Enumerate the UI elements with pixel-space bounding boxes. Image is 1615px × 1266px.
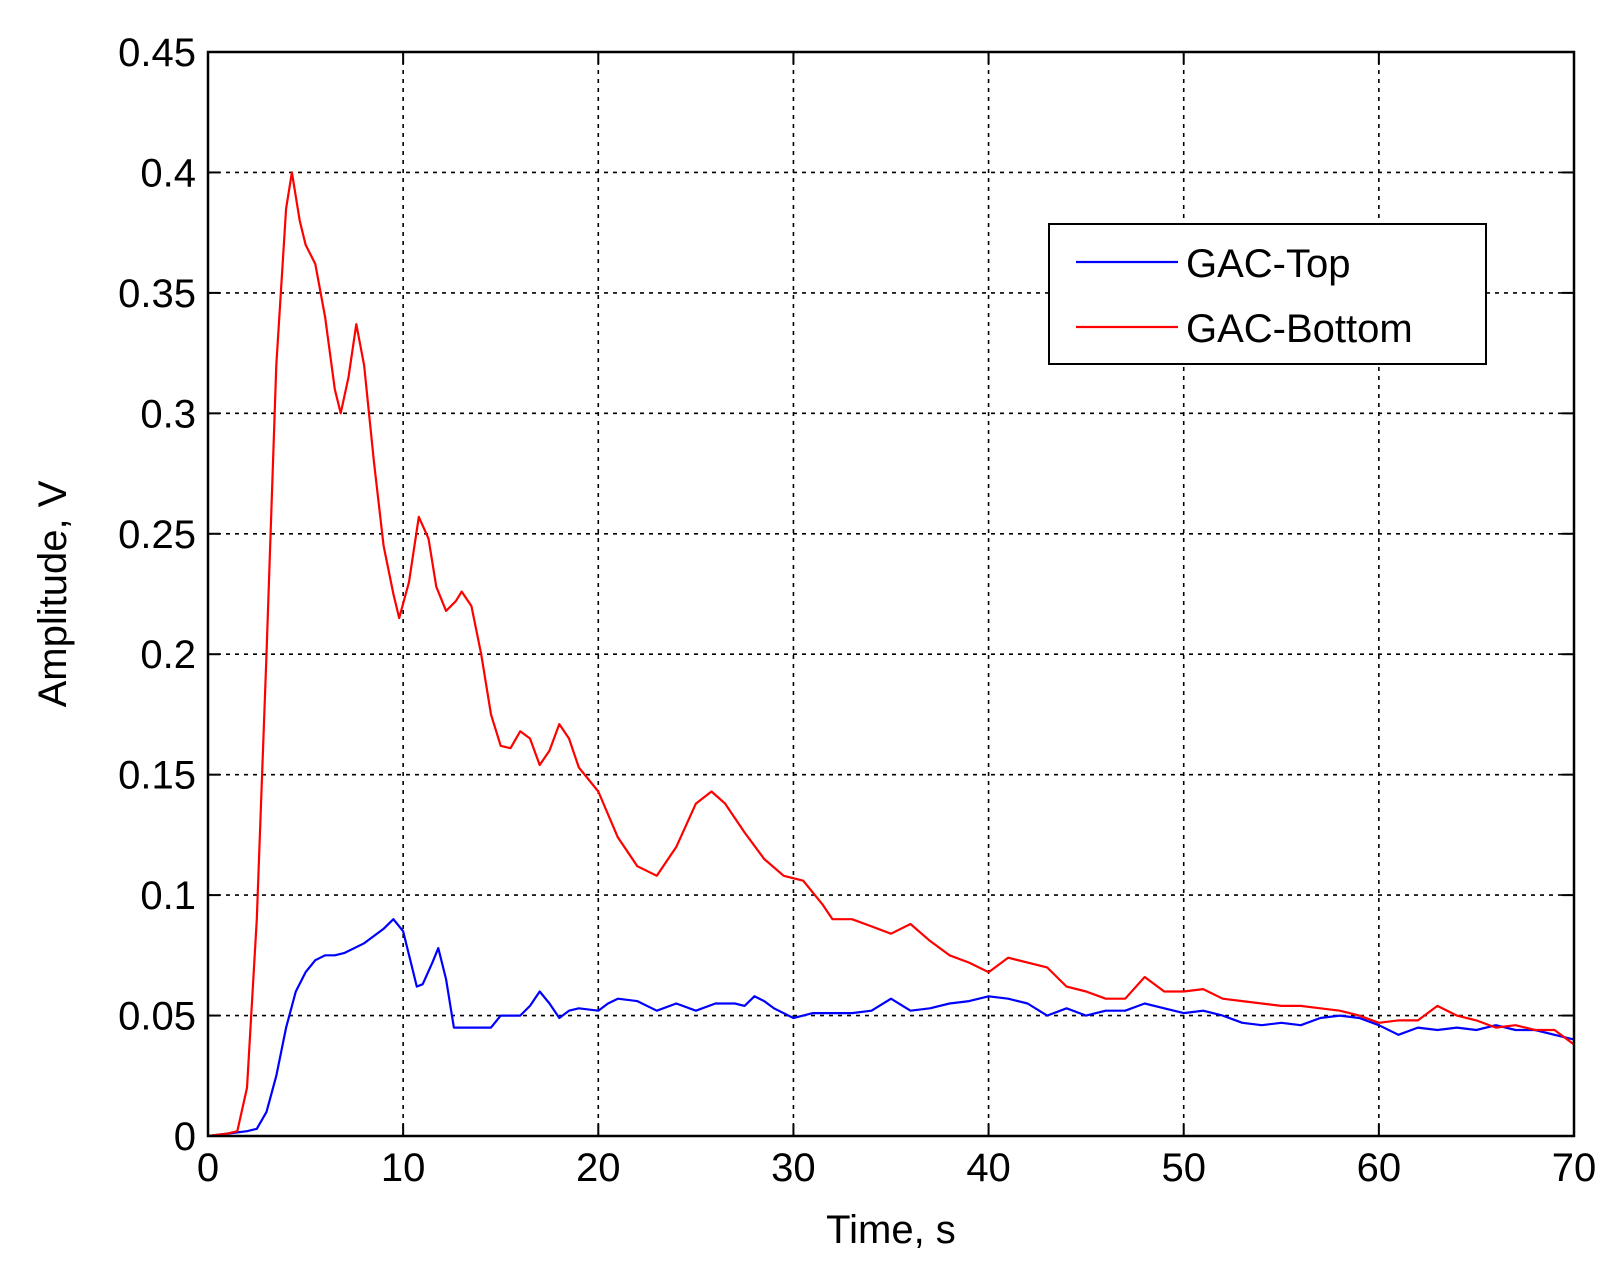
x-tick-label: 30: [771, 1146, 816, 1190]
y-tick-label: 0.2: [140, 633, 196, 677]
legend-box: [1048, 223, 1487, 365]
y-tick-label: 0.1: [140, 874, 196, 918]
y-tick-label: 0.05: [118, 995, 196, 1039]
series-line-gac-top: [207, 918, 1575, 1138]
y-tick-label: 0.25: [118, 513, 196, 557]
legend: GAC-Top GAC-Bottom: [1048, 223, 1487, 365]
plot-frame: [206, 50, 1576, 1138]
x-tick-label: 60: [1357, 1146, 1402, 1190]
x-tick-label: 20: [576, 1146, 621, 1190]
legend-label-gac-bottom: GAC-Bottom: [1186, 307, 1413, 351]
y-tick-label: 0: [174, 1115, 196, 1159]
legend-label-gac-top: GAC-Top: [1186, 242, 1351, 286]
y-tick-label: 0.45: [118, 31, 196, 75]
x-tick-label: 70: [1552, 1146, 1597, 1190]
y-tick-label: 0.35: [118, 272, 196, 316]
x-tick-label: 50: [1161, 1146, 1206, 1190]
y-tick-label: 0.15: [118, 754, 196, 798]
x-tick-label: 40: [966, 1146, 1011, 1190]
y-axis-label: Amplitude, V: [31, 480, 75, 707]
x-tick-label: 0: [197, 1146, 219, 1190]
x-tick-label: 10: [381, 1146, 426, 1190]
x-axis-label: Time, s: [826, 1208, 956, 1252]
tick-labels: 0 10 20 30 40 50 60 70 0 0.05 0.1 0.15 0.2 0.25 0.3 0.3…: [118, 31, 1596, 1190]
y-tick-label: 0.4: [140, 151, 196, 195]
series-line-gac-bottom: [207, 171, 1575, 1138]
y-tick-label: 0.3: [140, 392, 196, 436]
series-group: [207, 171, 1575, 1138]
